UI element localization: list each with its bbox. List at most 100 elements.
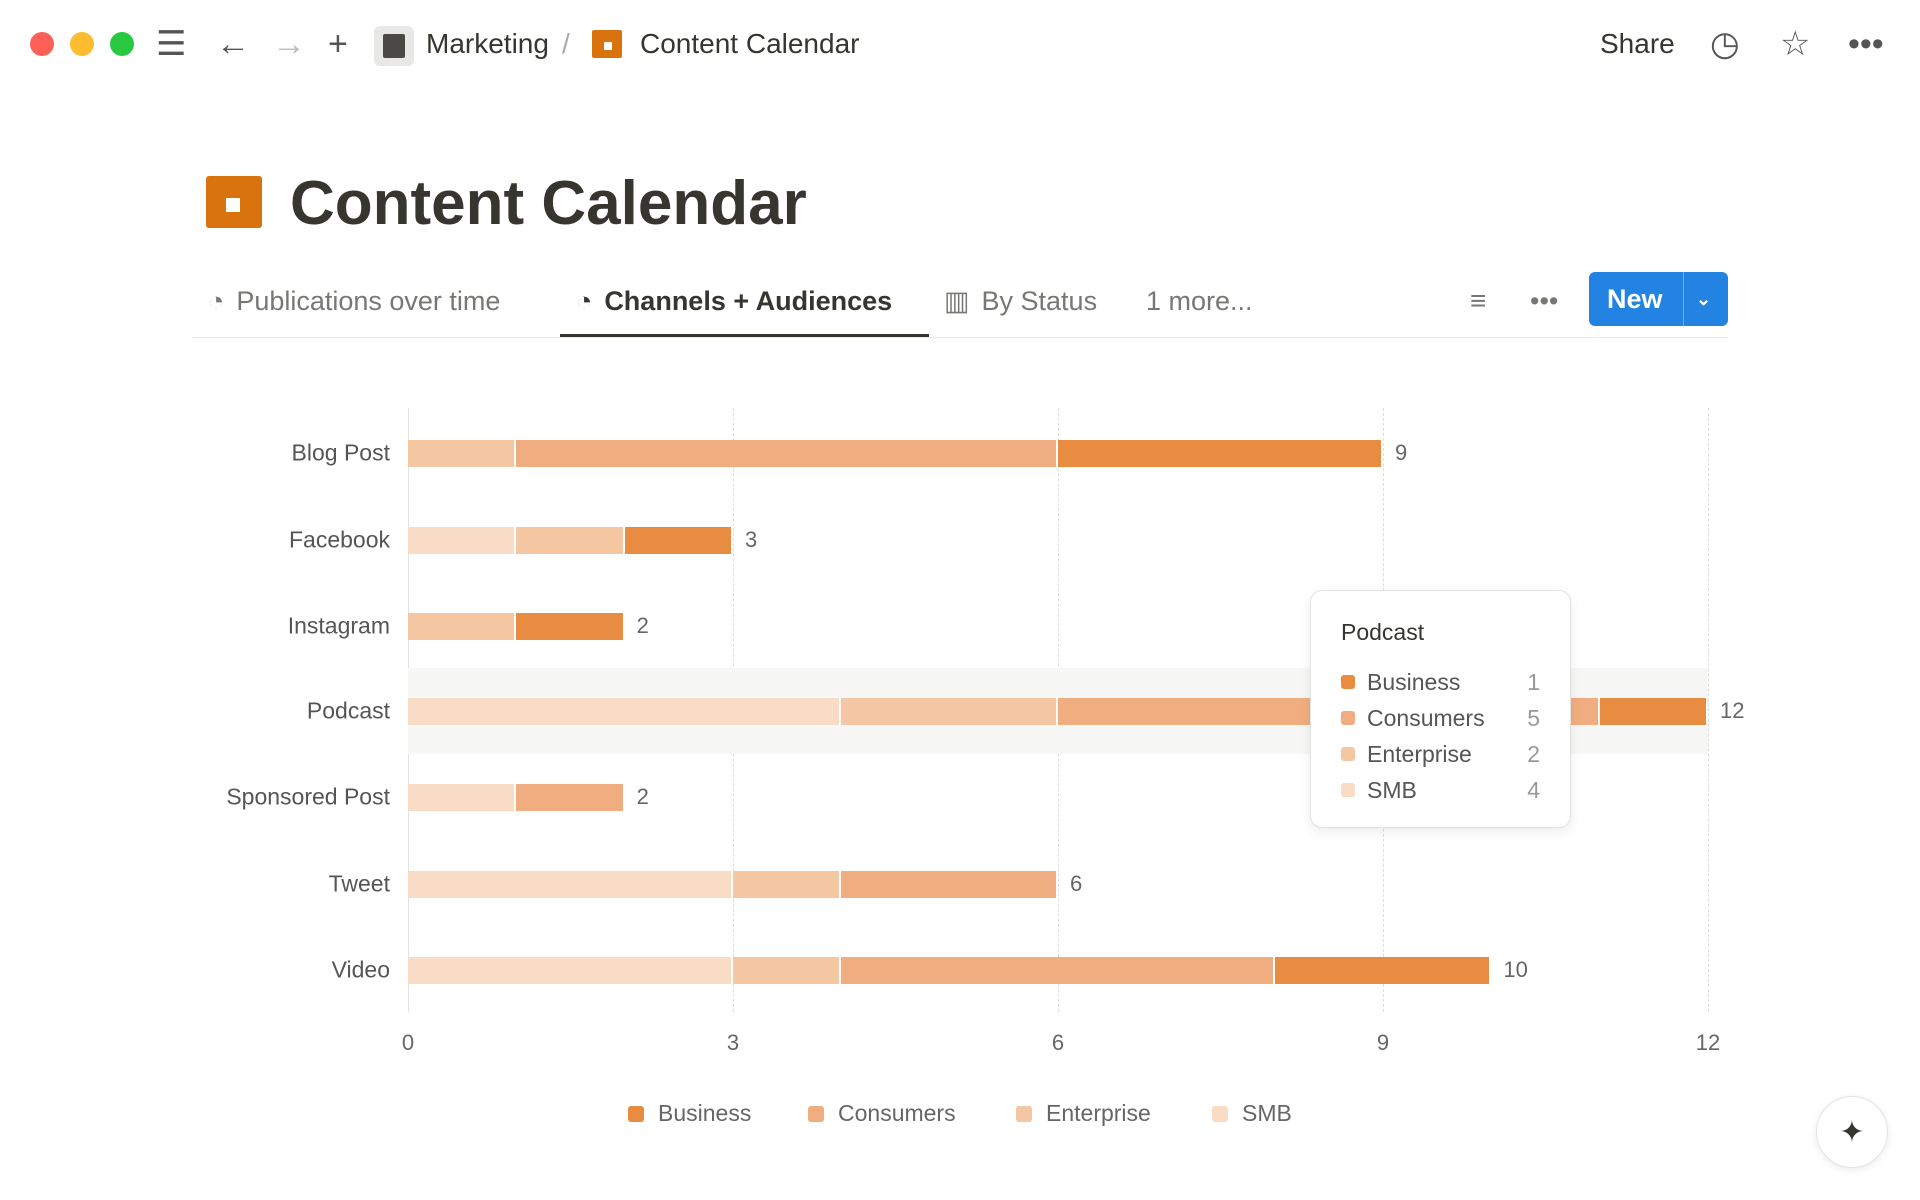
bar-segment-business[interactable] <box>624 527 732 554</box>
chart-tooltip: Podcast Business 1 Consumers 5 Enterprise 2 SM… <box>1310 590 1571 828</box>
breadcrumb-parent[interactable]: Marketing <box>426 28 549 59</box>
bar-segment-smb[interactable] <box>408 698 841 725</box>
new-dropdown-chevron-icon[interactable]: ⌄ <box>1683 272 1711 326</box>
legend-swatch <box>628 1105 644 1122</box>
minimize-window-button[interactable] <box>70 32 94 56</box>
bar-segment-business[interactable] <box>1599 698 1707 725</box>
history-clock-icon[interactable]: ◷ <box>1710 25 1740 63</box>
ai-assistant-button[interactable]: ✦ <box>1816 1096 1888 1168</box>
bar-segment-consumers[interactable] <box>841 957 1274 984</box>
breadcrumb-separator: / <box>562 28 570 59</box>
new-button[interactable]: New ⌄ <box>1589 272 1728 326</box>
filter-icon[interactable]: ≡ <box>1470 285 1487 316</box>
y-category-label: Blog Post <box>291 439 390 466</box>
tooltip-row: SMB 4 <box>1341 772 1540 808</box>
y-category-label: Facebook <box>288 526 390 553</box>
tooltip-row: Business 1 <box>1341 664 1540 700</box>
chart-icon: ◔ <box>208 285 225 316</box>
x-tick-label: 12 <box>1695 1030 1721 1055</box>
maximize-window-button[interactable] <box>110 32 134 56</box>
bar-total-label: 3 <box>745 527 758 552</box>
share-button[interactable]: Share <box>1600 28 1675 59</box>
legend-item[interactable]: Enterprise <box>1016 1100 1151 1127</box>
bar-segment-business[interactable] <box>1274 957 1491 984</box>
y-category-label: Sponsored Post <box>226 783 390 810</box>
bar-segment-smb[interactable] <box>408 784 516 811</box>
bar-segment-consumers[interactable] <box>841 871 1057 898</box>
y-category-label: Instagram <box>287 612 390 639</box>
y-category-label: Video <box>331 956 390 983</box>
more-options-icon[interactable]: ••• <box>1848 24 1884 63</box>
bar-segment-enterprise[interactable] <box>408 440 516 467</box>
tab-by-status[interactable]: ▥ By Status <box>944 278 1097 324</box>
tab-publications-over-time[interactable]: ◔ Publications over time <box>208 278 500 324</box>
legend-item[interactable]: Business <box>628 1100 751 1127</box>
bar-segment-smb[interactable] <box>408 527 516 554</box>
tooltip-series: Business <box>1367 668 1461 695</box>
legend-label: SMB <box>1242 1100 1292 1126</box>
add-icon[interactable]: + <box>328 24 348 63</box>
x-tick-label: 0 <box>401 1030 415 1055</box>
legend-label: Business <box>658 1100 752 1126</box>
tab-label: Publications over time <box>236 285 501 316</box>
back-arrow-icon[interactable]: ← <box>216 24 250 63</box>
view-options-icon[interactable]: ••• <box>1530 285 1559 316</box>
marketing-page-icon <box>374 26 414 66</box>
bar-total-label: 2 <box>636 613 649 638</box>
bar-segment-consumers[interactable] <box>516 440 1057 467</box>
bar-total-label: 2 <box>636 784 649 809</box>
y-category-label: Podcast <box>306 697 390 724</box>
tab-label: By Status <box>981 285 1098 316</box>
bar-segment-smb[interactable] <box>408 957 732 984</box>
bar-total-label: 9 <box>1395 440 1408 465</box>
breadcrumb-current[interactable]: Content Calendar <box>640 28 860 59</box>
tooltip-series: SMB <box>1367 776 1417 803</box>
tooltip-row: Consumers 5 <box>1341 700 1540 736</box>
bar-segment-enterprise[interactable] <box>841 698 1057 725</box>
calendar-icon <box>592 30 622 58</box>
close-window-button[interactable] <box>30 32 54 56</box>
page-icon-calendar <box>206 176 262 228</box>
bar-segment-enterprise[interactable] <box>516 527 624 554</box>
tooltip-swatch <box>1341 783 1355 797</box>
tab-label: Channels + Audiences <box>604 285 893 316</box>
tooltip-row: Enterprise 2 <box>1341 736 1540 772</box>
bar-segment-enterprise[interactable] <box>733 957 841 984</box>
legend-label: Consumers <box>838 1100 956 1126</box>
tooltip-swatch <box>1341 675 1355 689</box>
bar-total-label: 6 <box>1070 871 1083 896</box>
tooltip-value: 4 <box>1527 776 1540 803</box>
sparkle-icon: ✦ <box>1839 1115 1865 1149</box>
bar-segment-enterprise[interactable] <box>408 613 516 640</box>
tab-channels-audiences[interactable]: ◔ Channels + Audiences <box>576 278 892 324</box>
tooltip-swatch <box>1341 747 1355 761</box>
menu-icon[interactable]: ☰ <box>156 25 187 63</box>
legend-item[interactable]: Consumers <box>808 1100 956 1127</box>
bar-segment-business[interactable] <box>516 613 624 640</box>
page-title: Content Calendar <box>290 169 807 238</box>
active-tab-underline <box>560 334 929 337</box>
bar-total-label: 10 <box>1503 957 1528 982</box>
tooltip-value: 2 <box>1527 740 1540 767</box>
y-category-label: Tweet <box>328 870 390 897</box>
x-tick-label: 6 <box>1051 1030 1065 1055</box>
tooltip-value: 5 <box>1527 704 1540 731</box>
bar-segment-smb[interactable] <box>408 871 732 898</box>
tooltip-series: Consumers <box>1367 704 1485 731</box>
tabs-divider <box>192 337 1728 338</box>
tab-label: 1 more... <box>1146 285 1253 316</box>
forward-arrow-icon[interactable]: → <box>272 24 306 63</box>
x-tick-label: 9 <box>1376 1030 1390 1055</box>
legend-item[interactable]: SMB <box>1212 1100 1292 1127</box>
x-tick-label: 3 <box>726 1030 740 1055</box>
bar-segment-business[interactable] <box>1058 440 1382 467</box>
favorite-star-icon[interactable]: ☆ <box>1780 25 1811 63</box>
bar-segment-enterprise[interactable] <box>733 871 841 898</box>
bar-segment-consumers[interactable] <box>516 784 624 811</box>
gridline <box>1708 408 1709 1012</box>
tooltip-value: 1 <box>1527 668 1540 695</box>
tab-more-views[interactable]: 1 more... <box>1146 278 1253 324</box>
legend-swatch <box>808 1105 824 1122</box>
legend-swatch <box>1016 1105 1032 1122</box>
